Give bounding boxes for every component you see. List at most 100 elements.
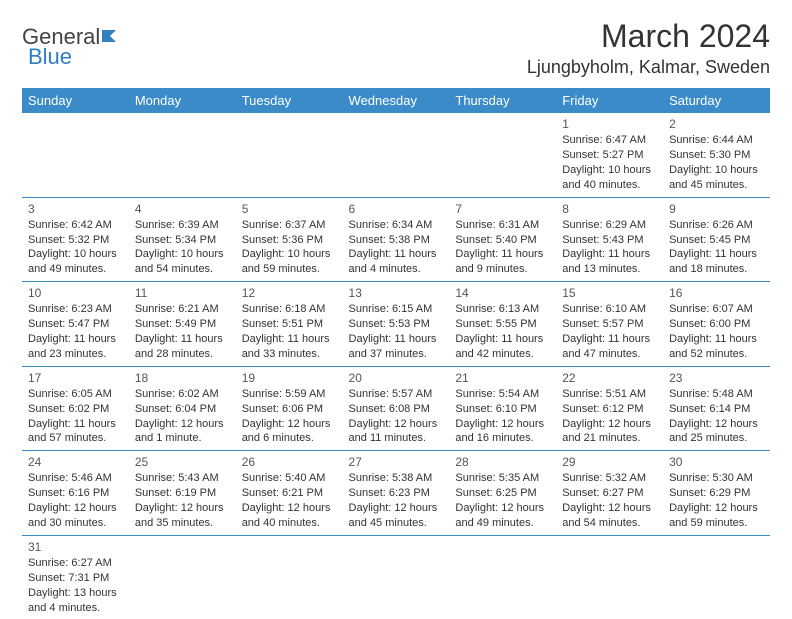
day-cell: 30Sunrise: 5:30 AMSunset: 6:29 PMDayligh…	[663, 451, 770, 536]
daylight-line: Daylight: 11 hours	[135, 332, 230, 347]
day-number: 11	[135, 285, 230, 301]
week-row: 17Sunrise: 6:05 AMSunset: 6:02 PMDayligh…	[22, 366, 770, 451]
daylight-line: and 30 minutes.	[28, 516, 123, 531]
empty-cell	[449, 113, 556, 197]
daylight-line: Daylight: 12 hours	[562, 501, 657, 516]
sunset-line: Sunset: 5:34 PM	[135, 233, 230, 248]
sunrise-line: Sunrise: 6:21 AM	[135, 302, 230, 317]
daylight-line: and 45 minutes.	[349, 516, 444, 531]
week-row: 31Sunrise: 6:27 AMSunset: 7:31 PMDayligh…	[22, 535, 770, 619]
empty-cell	[343, 535, 450, 619]
empty-cell	[449, 535, 556, 619]
empty-cell	[129, 113, 236, 197]
sunrise-line: Sunrise: 6:23 AM	[28, 302, 123, 317]
day-number: 24	[28, 454, 123, 470]
sunset-line: Sunset: 5:51 PM	[242, 317, 337, 332]
daylight-line: Daylight: 12 hours	[455, 501, 550, 516]
sunrise-line: Sunrise: 5:30 AM	[669, 471, 764, 486]
day-cell: 5Sunrise: 6:37 AMSunset: 5:36 PMDaylight…	[236, 197, 343, 282]
daylight-line: Daylight: 11 hours	[669, 332, 764, 347]
daylight-line: and 54 minutes.	[135, 262, 230, 277]
sunset-line: Sunset: 6:06 PM	[242, 402, 337, 417]
sunset-line: Sunset: 6:16 PM	[28, 486, 123, 501]
daylight-line: and 16 minutes.	[455, 431, 550, 446]
sunrise-line: Sunrise: 5:59 AM	[242, 387, 337, 402]
logo-text-blue-wrap: Blue	[28, 44, 72, 70]
day-cell: 26Sunrise: 5:40 AMSunset: 6:21 PMDayligh…	[236, 451, 343, 536]
day-number: 12	[242, 285, 337, 301]
sunrise-line: Sunrise: 5:35 AM	[455, 471, 550, 486]
daylight-line: Daylight: 12 hours	[349, 501, 444, 516]
daylight-line: and 45 minutes.	[669, 178, 764, 193]
day-number: 19	[242, 370, 337, 386]
day-number: 21	[455, 370, 550, 386]
daylight-line: and 13 minutes.	[562, 262, 657, 277]
day-cell: 22Sunrise: 5:51 AMSunset: 6:12 PMDayligh…	[556, 366, 663, 451]
day-cell: 19Sunrise: 5:59 AMSunset: 6:06 PMDayligh…	[236, 366, 343, 451]
day-number: 3	[28, 201, 123, 217]
sunset-line: Sunset: 6:04 PM	[135, 402, 230, 417]
day-number: 14	[455, 285, 550, 301]
day-number: 6	[349, 201, 444, 217]
daylight-line: Daylight: 11 hours	[455, 332, 550, 347]
daylight-line: Daylight: 11 hours	[669, 247, 764, 262]
sunset-line: Sunset: 5:57 PM	[562, 317, 657, 332]
sunrise-line: Sunrise: 5:57 AM	[349, 387, 444, 402]
day-cell: 23Sunrise: 5:48 AMSunset: 6:14 PMDayligh…	[663, 366, 770, 451]
daylight-line: Daylight: 11 hours	[562, 247, 657, 262]
daylight-line: and 33 minutes.	[242, 347, 337, 362]
sunset-line: Sunset: 6:02 PM	[28, 402, 123, 417]
daylight-line: and 4 minutes.	[349, 262, 444, 277]
daylight-line: and 49 minutes.	[28, 262, 123, 277]
daylight-line: Daylight: 12 hours	[455, 417, 550, 432]
sunrise-line: Sunrise: 6:42 AM	[28, 218, 123, 233]
day-cell: 31Sunrise: 6:27 AMSunset: 7:31 PMDayligh…	[22, 535, 129, 619]
day-number: 26	[242, 454, 337, 470]
dayhead-monday: Monday	[129, 88, 236, 113]
daylight-line: and 37 minutes.	[349, 347, 444, 362]
day-number: 18	[135, 370, 230, 386]
location: Ljungbyholm, Kalmar, Sweden	[527, 57, 770, 78]
sunset-line: Sunset: 5:36 PM	[242, 233, 337, 248]
empty-cell	[129, 535, 236, 619]
daylight-line: and 42 minutes.	[455, 347, 550, 362]
day-number: 30	[669, 454, 764, 470]
daylight-line: and 1 minute.	[135, 431, 230, 446]
sunrise-line: Sunrise: 6:47 AM	[562, 133, 657, 148]
daylight-line: and 49 minutes.	[455, 516, 550, 531]
sunrise-line: Sunrise: 6:13 AM	[455, 302, 550, 317]
dayhead-tuesday: Tuesday	[236, 88, 343, 113]
week-row: 10Sunrise: 6:23 AMSunset: 5:47 PMDayligh…	[22, 282, 770, 367]
daylight-line: Daylight: 12 hours	[242, 501, 337, 516]
sunset-line: Sunset: 5:38 PM	[349, 233, 444, 248]
daylight-line: and 11 minutes.	[349, 431, 444, 446]
sunrise-line: Sunrise: 6:44 AM	[669, 133, 764, 148]
sunset-line: Sunset: 6:08 PM	[349, 402, 444, 417]
day-cell: 17Sunrise: 6:05 AMSunset: 6:02 PMDayligh…	[22, 366, 129, 451]
title-block: March 2024 Ljungbyholm, Kalmar, Sweden	[527, 18, 770, 78]
day-cell: 18Sunrise: 6:02 AMSunset: 6:04 PMDayligh…	[129, 366, 236, 451]
sunrise-line: Sunrise: 6:34 AM	[349, 218, 444, 233]
day-number: 23	[669, 370, 764, 386]
daylight-line: and 25 minutes.	[669, 431, 764, 446]
calendar-table: SundayMondayTuesdayWednesdayThursdayFrid…	[22, 88, 770, 619]
day-cell: 29Sunrise: 5:32 AMSunset: 6:27 PMDayligh…	[556, 451, 663, 536]
day-number: 2	[669, 116, 764, 132]
day-number: 9	[669, 201, 764, 217]
day-cell: 8Sunrise: 6:29 AMSunset: 5:43 PMDaylight…	[556, 197, 663, 282]
daylight-line: Daylight: 11 hours	[28, 417, 123, 432]
day-cell: 12Sunrise: 6:18 AMSunset: 5:51 PMDayligh…	[236, 282, 343, 367]
day-cell: 20Sunrise: 5:57 AMSunset: 6:08 PMDayligh…	[343, 366, 450, 451]
day-number: 5	[242, 201, 337, 217]
sunset-line: Sunset: 6:23 PM	[349, 486, 444, 501]
daylight-line: Daylight: 12 hours	[562, 417, 657, 432]
daylight-line: Daylight: 10 hours	[135, 247, 230, 262]
day-number: 15	[562, 285, 657, 301]
day-cell: 7Sunrise: 6:31 AMSunset: 5:40 PMDaylight…	[449, 197, 556, 282]
daylight-line: Daylight: 11 hours	[28, 332, 123, 347]
daylight-line: Daylight: 12 hours	[28, 501, 123, 516]
day-number: 1	[562, 116, 657, 132]
daylight-line: Daylight: 13 hours	[28, 586, 123, 601]
daylight-line: and 28 minutes.	[135, 347, 230, 362]
daylight-line: Daylight: 11 hours	[349, 332, 444, 347]
